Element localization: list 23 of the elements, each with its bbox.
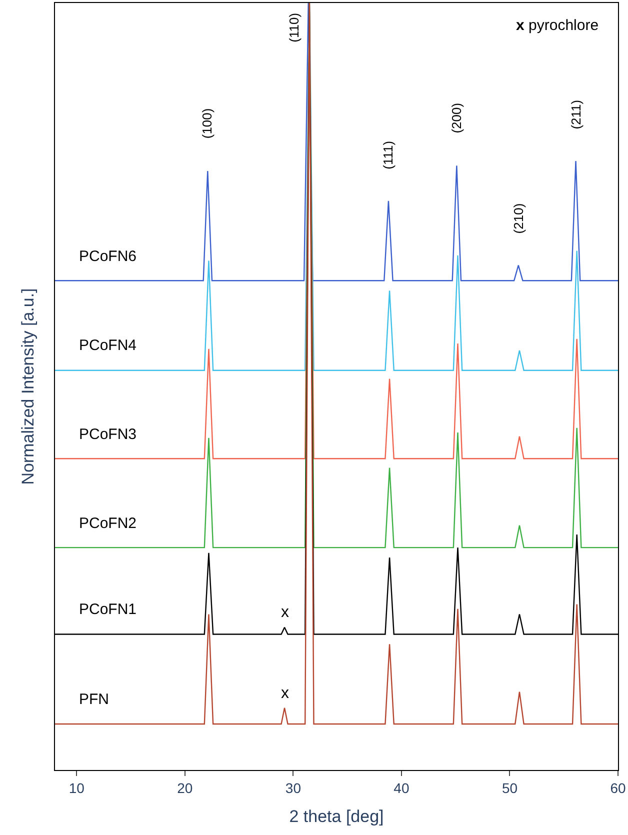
- annotation: (111): [380, 140, 396, 170]
- series-label: PCoFN1: [79, 601, 137, 618]
- x-tick-label: 30: [285, 780, 302, 796]
- annotation: x pyrochlore: [516, 17, 599, 34]
- annotation: (200): [449, 102, 464, 134]
- annotation: (210): [511, 203, 526, 234]
- annotation: x: [281, 685, 289, 702]
- series-label: PFN: [79, 691, 109, 708]
- x-tick-label: 60: [610, 780, 626, 796]
- x-tick-label: 40: [394, 780, 410, 796]
- x-tick-label: 20: [177, 780, 193, 796]
- annotation: x: [281, 604, 289, 621]
- annotation: (100): [200, 108, 215, 139]
- x-axis-title: 2 theta [deg]: [289, 807, 384, 826]
- series-label: PCoFN2: [79, 515, 137, 532]
- series-label: PCoFN6: [79, 248, 137, 265]
- series-label: PCoFN4: [79, 337, 137, 354]
- annotation: (110): [286, 12, 302, 42]
- y-axis-title: Normalized Intensity [a.u.]: [18, 288, 38, 485]
- series-label: PCoFN3: [79, 426, 137, 443]
- x-tick-label: 50: [502, 780, 518, 796]
- annotation: (211): [568, 100, 584, 130]
- x-tick-label: 10: [68, 780, 85, 796]
